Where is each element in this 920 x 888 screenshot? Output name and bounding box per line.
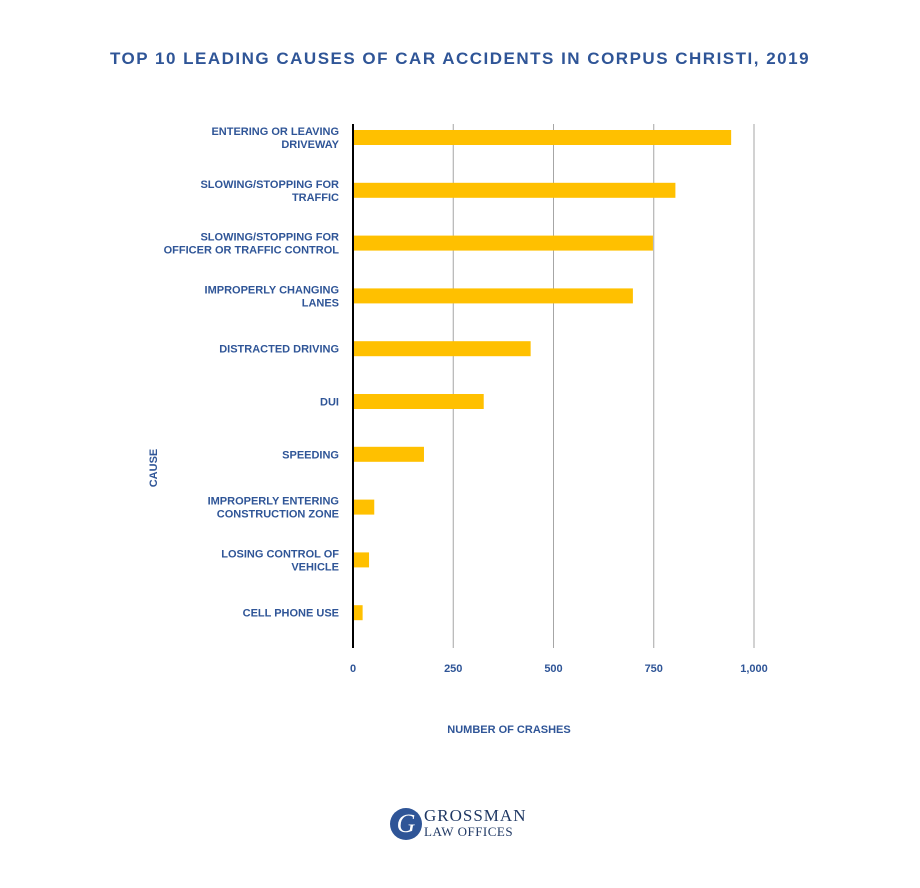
category-label: IMPROPERLY CHANGING LANES bbox=[205, 284, 339, 309]
x-tick-label: 250 bbox=[444, 663, 462, 675]
category-label: SLOWING/STOPPING FOR TRAFFIC bbox=[200, 179, 339, 204]
category-labels: ENTERING OR LEAVING DRIVEWAY SLOWING/STOPP… bbox=[164, 126, 340, 620]
category-label: CELL PHONE USE bbox=[243, 608, 339, 620]
category-label: SPEEDING bbox=[282, 449, 339, 461]
category-label: DUI bbox=[320, 397, 339, 409]
logo-mark-icon: G bbox=[390, 808, 422, 840]
bar bbox=[353, 499, 375, 515]
category-label: LOSING CONTROL OF VEHICLE bbox=[221, 548, 339, 573]
x-tick-label: 750 bbox=[645, 663, 663, 675]
category-label: DISTRACTED DRIVING bbox=[219, 344, 339, 356]
category-label: SLOWING/STOPPING FOR OFFICER OR TRAFFIC C… bbox=[164, 232, 340, 257]
bar bbox=[353, 605, 363, 621]
bars bbox=[353, 130, 732, 621]
logo-name: GROSSMAN bbox=[424, 806, 527, 825]
x-axis-title: NUMBER OF CRASHES bbox=[447, 724, 570, 736]
bar bbox=[353, 341, 531, 357]
bar bbox=[353, 552, 370, 568]
category-label: IMPROPERLY ENTERING CONSTRUCTION ZONE bbox=[208, 496, 339, 521]
gridlines bbox=[452, 124, 755, 648]
logo-subtitle: LAW OFFICES bbox=[424, 824, 514, 839]
x-tick-label: 0 bbox=[350, 663, 356, 675]
bar bbox=[353, 182, 676, 198]
tick-labels: 0 250 500 750 1,000 bbox=[350, 663, 768, 675]
bar bbox=[353, 446, 424, 462]
y-axis-title: CAUSE bbox=[148, 449, 160, 488]
x-tick-label: 500 bbox=[544, 663, 562, 675]
chart-title: TOP 10 LEADING CAUSES OF CAR ACCIDENTS I… bbox=[109, 49, 811, 68]
category-label: ENTERING OR LEAVING DRIVEWAY bbox=[211, 126, 339, 151]
bar bbox=[353, 130, 732, 145]
bar bbox=[353, 235, 653, 251]
x-tick-label: 1,000 bbox=[740, 663, 768, 675]
bar bbox=[353, 288, 633, 304]
bar bbox=[353, 394, 484, 409]
grossman-logo: G GROSSMAN LAW OFFICES bbox=[390, 806, 550, 846]
